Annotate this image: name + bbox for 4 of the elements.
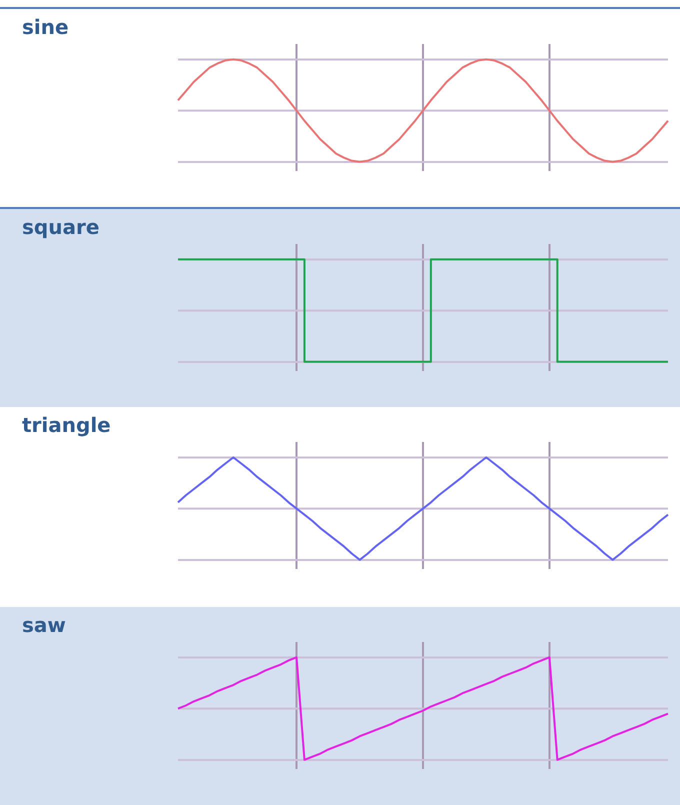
- chart-title: square: [22, 215, 100, 239]
- chart-title: saw: [22, 613, 66, 637]
- chart-title: triangle: [22, 413, 111, 437]
- chart-title: sine: [22, 15, 69, 39]
